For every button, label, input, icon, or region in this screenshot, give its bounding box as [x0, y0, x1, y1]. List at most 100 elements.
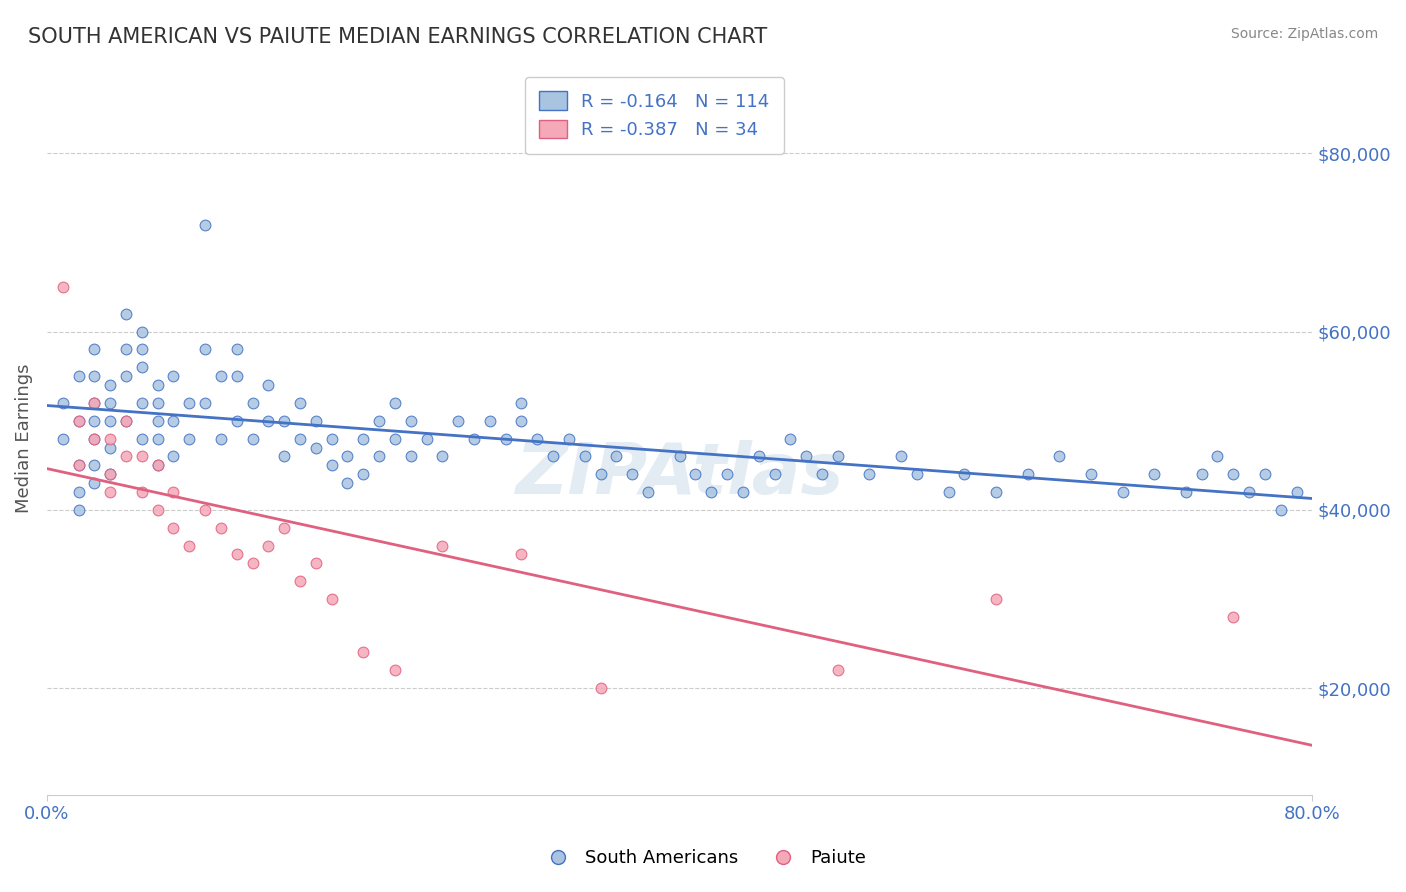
Point	[146, 396, 169, 410]
Point	[432, 450, 454, 464]
Point	[146, 503, 169, 517]
Point	[938, 485, 960, 500]
Point	[209, 432, 232, 446]
Point	[98, 467, 121, 482]
Point	[288, 396, 311, 410]
Point	[162, 414, 184, 428]
Point	[209, 521, 232, 535]
Point	[146, 458, 169, 473]
Point	[83, 396, 105, 410]
Point	[1111, 485, 1133, 500]
Point	[194, 343, 217, 357]
Point	[52, 432, 75, 446]
Point	[194, 503, 217, 517]
Point	[384, 396, 406, 410]
Point	[146, 432, 169, 446]
Point	[162, 369, 184, 384]
Point	[1237, 485, 1260, 500]
Point	[589, 681, 612, 695]
Point	[162, 521, 184, 535]
Point	[67, 503, 90, 517]
Legend: R = -0.164   N = 114, R = -0.387   N = 34: R = -0.164 N = 114, R = -0.387 N = 34	[524, 77, 783, 153]
Point	[763, 467, 786, 482]
Point	[67, 369, 90, 384]
Point	[447, 414, 470, 428]
Point	[321, 432, 343, 446]
Point	[305, 557, 328, 571]
Point	[115, 369, 138, 384]
Point	[984, 592, 1007, 607]
Point	[83, 432, 105, 446]
Point	[905, 467, 928, 482]
Point	[685, 467, 707, 482]
Point	[273, 450, 295, 464]
Point	[668, 450, 690, 464]
Point	[225, 369, 247, 384]
Point	[67, 485, 90, 500]
Point	[336, 476, 359, 491]
Point	[146, 458, 169, 473]
Point	[368, 414, 391, 428]
Point	[637, 485, 659, 500]
Point	[83, 396, 105, 410]
Point	[225, 548, 247, 562]
Point	[131, 343, 153, 357]
Point	[288, 432, 311, 446]
Point	[257, 378, 280, 392]
Point	[98, 378, 121, 392]
Point	[541, 450, 564, 464]
Point	[162, 485, 184, 500]
Point	[827, 663, 849, 677]
Point	[209, 369, 232, 384]
Point	[1080, 467, 1102, 482]
Point	[1270, 503, 1292, 517]
Point	[779, 432, 801, 446]
Point	[225, 343, 247, 357]
Point	[67, 458, 90, 473]
Point	[115, 307, 138, 321]
Point	[98, 414, 121, 428]
Point	[984, 485, 1007, 500]
Point	[131, 432, 153, 446]
Point	[83, 369, 105, 384]
Point	[858, 467, 880, 482]
Point	[510, 548, 533, 562]
Point	[67, 414, 90, 428]
Point	[1143, 467, 1166, 482]
Point	[179, 432, 201, 446]
Point	[115, 450, 138, 464]
Point	[399, 414, 422, 428]
Legend: South Americans, Paiute: South Americans, Paiute	[533, 842, 873, 874]
Point	[605, 450, 627, 464]
Point	[273, 414, 295, 428]
Point	[321, 458, 343, 473]
Point	[115, 414, 138, 428]
Point	[321, 592, 343, 607]
Point	[827, 450, 849, 464]
Point	[305, 441, 328, 455]
Point	[510, 396, 533, 410]
Point	[67, 458, 90, 473]
Point	[621, 467, 644, 482]
Point	[98, 485, 121, 500]
Point	[432, 539, 454, 553]
Point	[98, 441, 121, 455]
Point	[495, 432, 517, 446]
Point	[83, 414, 105, 428]
Point	[811, 467, 834, 482]
Point	[194, 396, 217, 410]
Point	[67, 414, 90, 428]
Point	[131, 450, 153, 464]
Point	[716, 467, 738, 482]
Point	[98, 432, 121, 446]
Point	[1206, 450, 1229, 464]
Point	[162, 450, 184, 464]
Point	[83, 476, 105, 491]
Point	[179, 539, 201, 553]
Point	[115, 414, 138, 428]
Point	[52, 396, 75, 410]
Point	[1191, 467, 1213, 482]
Point	[463, 432, 485, 446]
Point	[242, 557, 264, 571]
Point	[242, 432, 264, 446]
